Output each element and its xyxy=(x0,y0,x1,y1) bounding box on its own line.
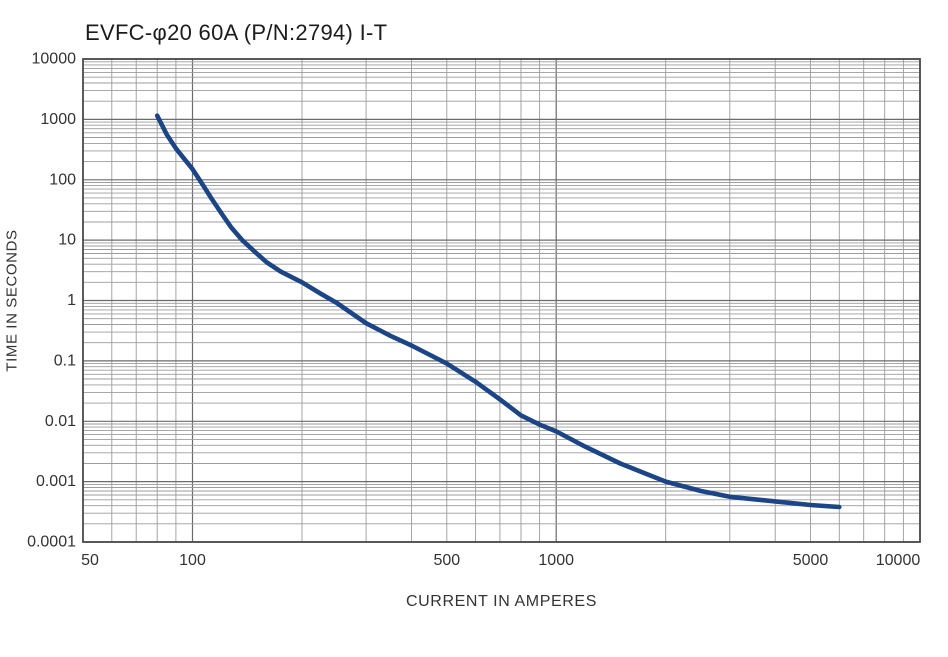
x-axis-tick-label: 500 xyxy=(433,552,460,569)
chart-title: EVFC-φ20 60A (P/N:2794) I-T xyxy=(85,20,388,45)
y-axis-tick-label: 1 xyxy=(67,292,76,309)
y-axis-tick-label: 0.01 xyxy=(45,413,76,430)
y-axis-tick-label: 0.0001 xyxy=(27,534,76,551)
x-axis-tick-label: 1000 xyxy=(538,552,574,569)
x-axis-tick-label: 100 xyxy=(179,552,206,569)
x-axis-tick-label: 5000 xyxy=(793,552,829,569)
y-axis-tick-label: 10 xyxy=(58,232,76,249)
x-axis-tick-label: 10000 xyxy=(876,552,921,569)
time-current-curve xyxy=(154,113,842,510)
plot-frame xyxy=(82,58,921,543)
x-axis-title: CURRENT IN AMPERES xyxy=(406,593,597,610)
x-axis-tick-label: 50 xyxy=(81,552,99,569)
y-axis-title: TIME IN SECONDS xyxy=(3,229,21,372)
y-axis-tick-label: 10000 xyxy=(32,51,77,68)
y-axis-tick-label: 100 xyxy=(49,171,76,188)
y-axis-tick-label: 0.1 xyxy=(54,352,76,369)
y-axis-tick-label: 0.001 xyxy=(36,473,76,490)
y-axis-tick-label: 1000 xyxy=(40,111,76,128)
